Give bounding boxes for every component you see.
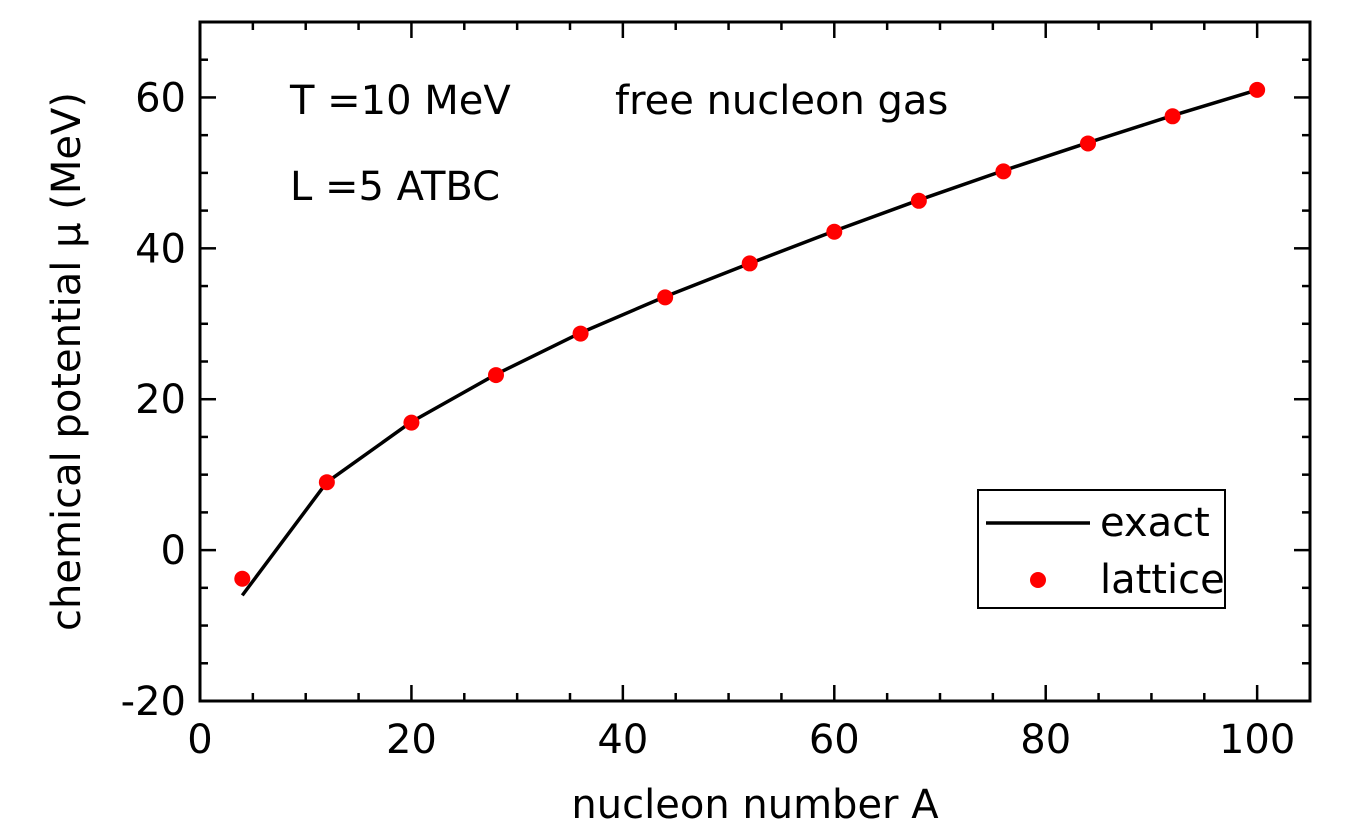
y-tick-label: 20 [135,377,186,423]
series-point-lattice [403,414,420,431]
annotation-system: free nucleon gas [615,78,948,124]
y-axis-label: chemical potential μ (MeV) [44,92,90,631]
series-point-lattice [995,163,1012,180]
series-point-lattice [910,192,927,209]
y-tick-label: 0 [161,528,186,574]
series-point-lattice [234,570,251,587]
legend-exact-label: exact [1100,500,1210,546]
series-point-lattice [572,325,589,342]
y-tick-label: -20 [121,679,186,725]
legend: exact lattice [977,489,1226,609]
annotation-lattice: L =5 ATBC [290,164,500,210]
series-point-lattice [1164,108,1181,125]
x-tick-label: 80 [1020,717,1071,763]
x-axis-label: nucleon number A [571,782,939,828]
series-point-lattice [1249,81,1266,98]
series-point-lattice [741,255,758,272]
x-tick-label: 40 [597,717,648,763]
x-tick-label: 60 [809,717,860,763]
legend-box [977,489,1226,609]
series-point-lattice [657,289,674,306]
annotation-temperature: T =10 MeV [289,78,511,124]
legend-lattice-label: lattice [1100,557,1225,603]
series-point-lattice [318,474,335,491]
legend-lattice-swatch [1030,572,1046,588]
x-tick-label: 20 [386,717,437,763]
series-point-lattice [1080,135,1096,152]
y-tick-label: 60 [135,75,186,121]
x-tick-label: 0 [187,717,212,763]
x-tick-label: 100 [1219,717,1295,763]
series-point-lattice [488,367,504,384]
series-point-lattice [826,223,843,240]
plot-frame [198,20,1312,703]
y-tick-label: 40 [135,226,186,272]
series-layer [234,81,1266,597]
